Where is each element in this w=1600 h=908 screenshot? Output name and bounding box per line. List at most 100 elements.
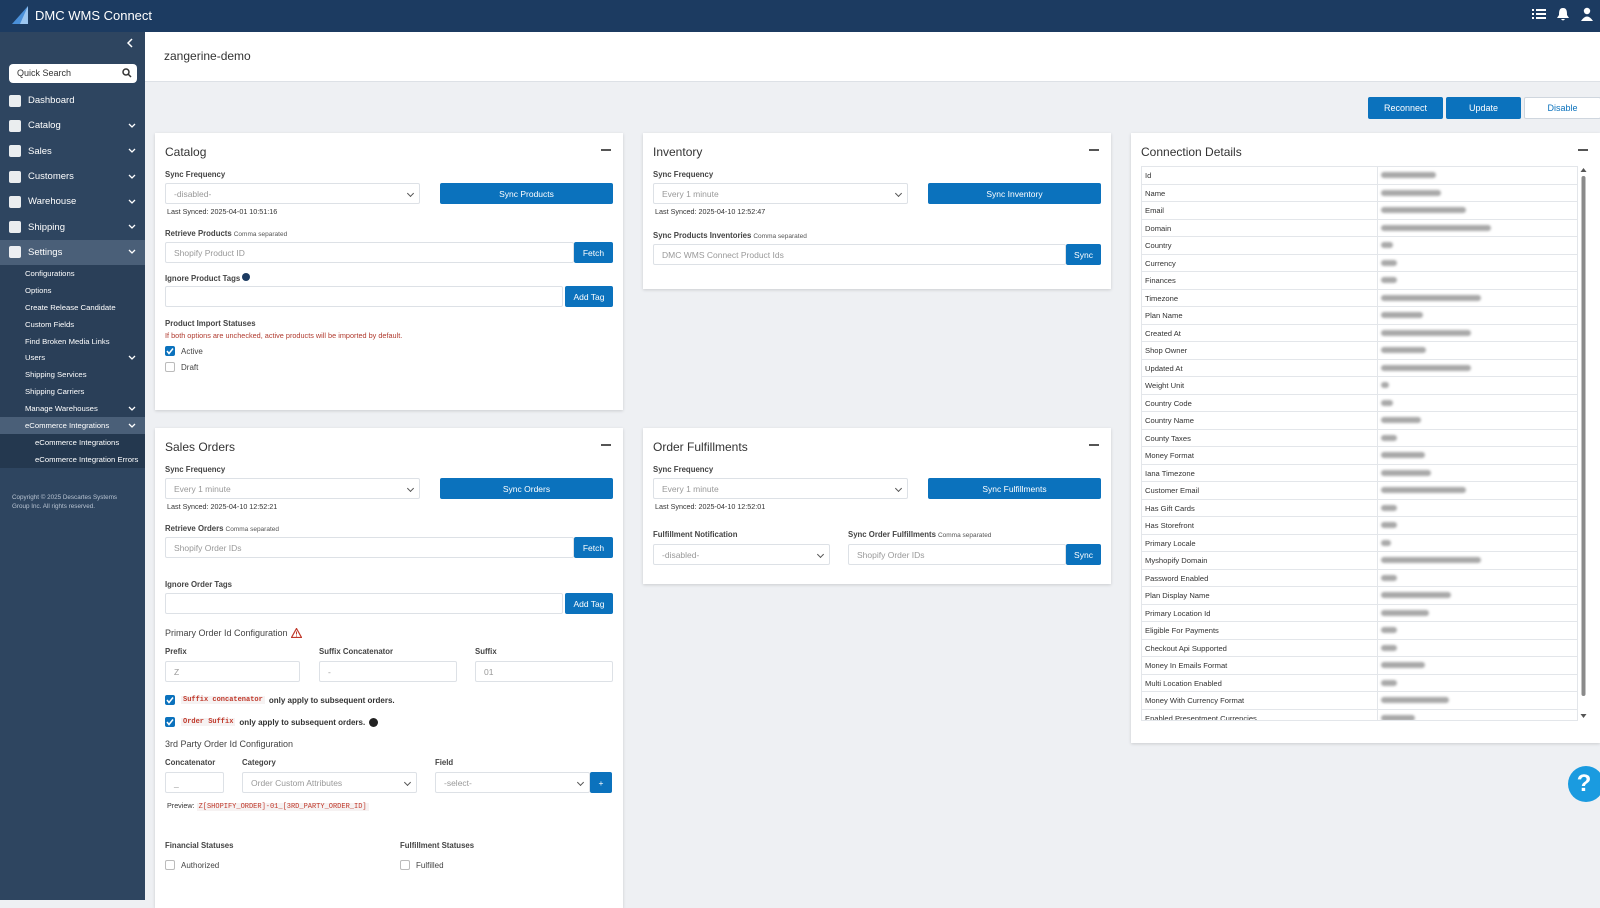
sub-item[interactable]: Manage Warehouses — [0, 400, 145, 417]
btn[interactable]: Add Tag — [565, 593, 613, 614]
field[interactable]: DMC WMS Connect Product Ids — [653, 244, 1066, 265]
sub-item[interactable]: eCommerce Integrations — [0, 417, 145, 434]
field[interactable]: Order Custom Attributes — [242, 772, 417, 793]
field[interactable]: Every 1 minute — [653, 183, 908, 204]
note-text: only apply to subsequent orders. — [239, 717, 366, 727]
sub-item[interactable]: Create Release Candidate — [0, 299, 145, 316]
sub-item[interactable]: eCommerce Integration Errors — [0, 451, 145, 468]
field[interactable] — [165, 593, 563, 614]
btn[interactable]: Sync Inventory — [928, 183, 1101, 204]
blur — [1381, 329, 1471, 336]
sub-item[interactable]: Shipping Services — [0, 366, 145, 383]
abtn[interactable]: Reconnect — [1368, 97, 1443, 119]
btn[interactable]: Sync — [1066, 544, 1101, 565]
cv — [1378, 272, 1400, 289]
crow: Has Gift Cards — [1142, 499, 1577, 517]
collapse-toggle[interactable] — [126, 38, 134, 48]
nav-item[interactable]: Shipping — [0, 214, 145, 239]
ic — [9, 94, 21, 107]
details-table: Id Name Email Domain Country Currency Finances… — [1141, 166, 1578, 721]
ck: Iana Timezone — [1142, 464, 1378, 481]
field[interactable]: Shopify Order IDs — [848, 544, 1066, 565]
search-icon — [122, 68, 132, 78]
sub-item[interactable]: Custom Fields — [0, 316, 145, 333]
btn[interactable]: Add Tag — [565, 286, 613, 307]
nav-item[interactable]: Settings — [0, 239, 145, 266]
minus[interactable] — [1089, 149, 1099, 151]
btn[interactable]: Fetch — [574, 242, 613, 263]
cv — [1378, 342, 1429, 359]
ck: Country Code — [1142, 394, 1378, 411]
lbl: Ignore Product Tags — [165, 273, 613, 284]
scrollbar[interactable] — [1579, 166, 1588, 721]
sub-item[interactable]: Configurations — [0, 265, 145, 282]
nav-item[interactable]: Warehouse — [0, 189, 145, 214]
sub-item[interactable]: Shipping Carriers — [0, 383, 145, 400]
rect — [1536, 9, 1546, 11]
row: Every 1 minute Sync Fulfillments — [653, 478, 1101, 499]
btn[interactable]: Sync — [1066, 244, 1101, 265]
cbrow[interactable]: Fulfilled — [400, 860, 474, 870]
btn[interactable]: Sync Orders — [440, 478, 613, 499]
quick-search[interactable]: Quick Search — [9, 64, 137, 83]
btn[interactable]: Fetch — [574, 537, 613, 558]
minus[interactable] — [1089, 444, 1099, 446]
crow: Weight Unit — [1142, 377, 1577, 395]
nav-item[interactable]: Catalog — [0, 113, 145, 138]
help[interactable]: ? — [1568, 766, 1600, 802]
sub-item[interactable]: Find Broken Media Links — [0, 333, 145, 350]
sub-item[interactable]: Users — [0, 350, 145, 367]
field[interactable]: - — [319, 661, 457, 682]
blur — [1381, 627, 1397, 633]
nav-item[interactable]: Sales — [0, 139, 145, 164]
cb[interactable] — [165, 717, 175, 727]
user-icon[interactable] — [1580, 7, 1594, 21]
field[interactable] — [165, 286, 563, 307]
cb[interactable] — [165, 695, 175, 705]
field[interactable]: _ — [165, 772, 224, 793]
crow: Password Enabled — [1142, 569, 1577, 587]
sub-item[interactable]: Options — [0, 282, 145, 299]
lbl: Retrieve Products Comma separated — [165, 229, 613, 240]
nav-label: Settings — [28, 246, 63, 258]
cv — [1378, 360, 1474, 377]
list-icon[interactable] — [1532, 7, 1546, 21]
nav-item[interactable]: Dashboard — [0, 88, 145, 113]
div: Sync Order Fulfillments Comma separated S… — [848, 524, 1101, 565]
field[interactable]: Z — [165, 661, 300, 682]
btn[interactable]: Sync Products — [440, 183, 613, 204]
abtn[interactable]: Disable — [1524, 97, 1600, 119]
cb — [165, 362, 175, 372]
minus[interactable] — [1578, 149, 1588, 151]
cbrow[interactable]: Active — [165, 346, 613, 356]
field[interactable]: Shopify Product ID — [165, 242, 574, 263]
field[interactable]: Every 1 minute — [653, 478, 908, 499]
minus[interactable] — [601, 444, 611, 446]
cv — [1378, 517, 1400, 534]
cb — [165, 346, 175, 356]
field[interactable]: Every 1 minute — [165, 478, 420, 499]
cv — [1378, 202, 1469, 219]
minus[interactable] — [601, 149, 611, 151]
chevron — [128, 224, 136, 230]
abtn[interactable]: Update — [1446, 97, 1521, 119]
crow: Finances — [1142, 272, 1577, 290]
sub-label: Custom Fields — [25, 319, 75, 329]
cbrow[interactable]: Authorized — [165, 860, 400, 870]
sub-item[interactable]: eCommerce Integrations — [0, 434, 145, 451]
bell-icon[interactable] — [1556, 7, 1570, 21]
cbrow[interactable]: Draft — [165, 362, 613, 372]
field[interactable]: -select- — [435, 772, 590, 793]
field[interactable]: Shopify Order IDs — [165, 537, 574, 558]
btn[interactable]: Sync Fulfillments — [928, 478, 1101, 499]
crow: County Taxes — [1142, 429, 1577, 447]
nav-label: Dashboard — [28, 95, 75, 107]
path — [20, 6, 28, 24]
field[interactable]: -disabled- — [653, 544, 830, 565]
nav-item[interactable]: Customers — [0, 164, 145, 189]
btn[interactable]: + — [590, 772, 612, 793]
field[interactable]: -disabled- — [165, 183, 420, 204]
field[interactable]: 01 — [475, 661, 613, 682]
blur — [1381, 207, 1466, 213]
